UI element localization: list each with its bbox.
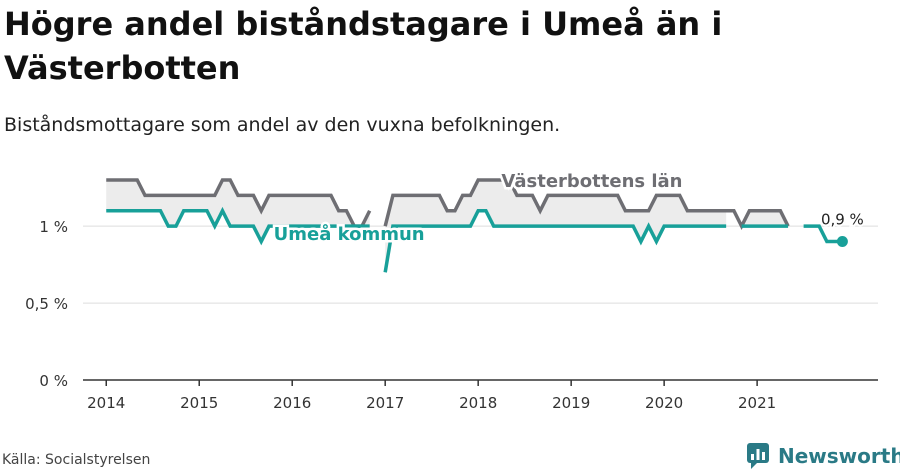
series-line-umea: [106, 206, 370, 246]
gap-band: [741, 210, 789, 227]
x-tick-label: 2014: [87, 394, 125, 412]
x-tick-label: 2020: [645, 394, 683, 412]
x-tick-label: 2018: [459, 394, 497, 412]
series-line-umea: [803, 224, 843, 244]
series-line-vasterbotten: [383, 178, 790, 231]
x-tick-label: 2015: [180, 394, 218, 412]
newsworthy-logo-icon: [747, 443, 769, 469]
label-layer: 0 % 0,5 % 1 % 2014 2015 2016 2017 2018 2019 2020 2…: [25, 169, 866, 413]
x-tick-label: 2017: [366, 394, 404, 412]
series-label-umea: Umeå kommun: [274, 223, 425, 245]
series-line-umea: [383, 209, 727, 273]
series-label-vasterbotten: Västerbottens län: [501, 171, 682, 192]
line-chart: 0 % 0,5 % 1 % 2014 2015 2016 2017 2018 2019 2020 2…: [25, 169, 878, 413]
x-tick-label: 2016: [273, 394, 311, 412]
y-tick-label: 0 %: [39, 372, 68, 390]
x-axis: [83, 379, 878, 386]
x-tick-label: 2019: [552, 394, 590, 412]
end-point-marker: [836, 236, 848, 248]
x-tick-label: 2021: [738, 394, 776, 412]
y-tick-label: 0,5 %: [25, 295, 68, 313]
chart-subtitle: Biståndsmottagare som andel av den vuxna…: [4, 114, 561, 136]
brand-logo[interactable]: Newsworthy: [746, 440, 900, 472]
y-tick-label: 1 %: [39, 218, 68, 236]
series-layer: [106, 178, 848, 273]
grid-layer: [83, 225, 878, 304]
series-line-vasterbotten: [106, 178, 372, 228]
end-value-label: 0,9 %: [821, 211, 864, 229]
chart-title: Högre andel biståndstagare i Umeå än i V…: [4, 5, 723, 87]
source-note: Källa: Socialstyrelsen: [2, 452, 151, 468]
brand-name: Newsworthy: [778, 444, 900, 468]
